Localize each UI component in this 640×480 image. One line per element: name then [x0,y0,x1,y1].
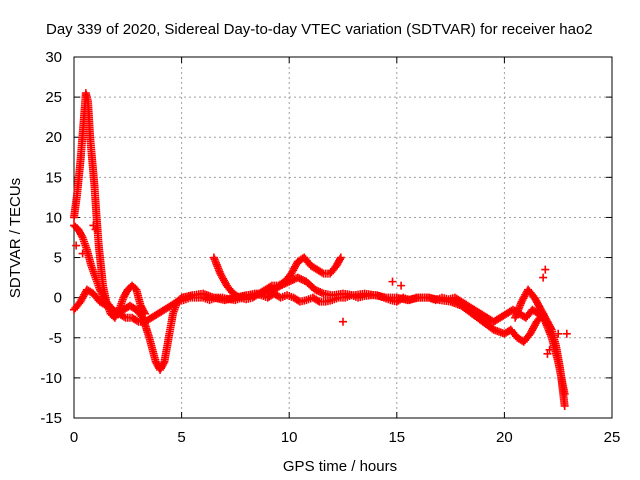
data-point [554,329,563,338]
data-point [266,282,275,291]
y-tick-label: -15 [40,410,62,427]
data-point [313,296,322,305]
data-point [397,281,406,290]
data-point [562,329,571,338]
x-tick-label: 15 [388,429,405,446]
x-axis-label: GPS time / hours [283,458,397,475]
x-tick-label: 25 [604,429,621,446]
data-point [234,292,243,301]
data-point [171,298,180,307]
data-point [159,359,168,368]
data-point [339,317,347,326]
x-tick-label: 0 [70,429,78,446]
y-axis-label: SDTVAR / TECUs [7,178,24,298]
data-point [543,349,552,358]
y-tick-label: 0 [54,290,62,307]
axes [73,56,613,419]
data-point [539,273,548,282]
data-point [317,288,326,297]
y-tick-label: -5 [49,330,62,347]
data-point [546,324,555,333]
y-tick-label: 15 [45,169,62,186]
data-point [318,268,327,277]
y-tick-labels: -15 -10 -5 0 5 10 15 20 25 30 [40,49,62,427]
data-point [78,249,87,258]
grid [74,57,612,418]
data-point [72,241,81,250]
y-tick-label: 5 [54,250,62,267]
y-tick-label: -10 [40,370,62,387]
x-tick-label: 5 [177,429,185,446]
data-point [335,255,344,264]
data-point [545,345,554,354]
x-tick-labels: 0 5 10 15 20 25 [70,429,621,446]
x-tick-label: 20 [496,429,513,446]
chart-title: Day 339 of 2020, Sidereal Day-to-day VTE… [46,21,593,38]
data-point [132,316,141,325]
y-tick-label: 30 [45,49,62,66]
data-point [89,221,98,230]
data-point [541,265,550,274]
y-tick-label: 10 [45,209,62,226]
data-points [70,89,571,410]
data-point [91,225,100,234]
y-tick-label: 20 [45,129,62,146]
data-point [336,253,345,262]
x-tick-label: 10 [281,429,298,446]
data-point [560,401,569,410]
y-tick-label: 25 [45,89,62,106]
data-point [388,277,397,286]
data-point [77,231,86,240]
plot-frame [73,56,613,419]
data-point [120,312,129,321]
